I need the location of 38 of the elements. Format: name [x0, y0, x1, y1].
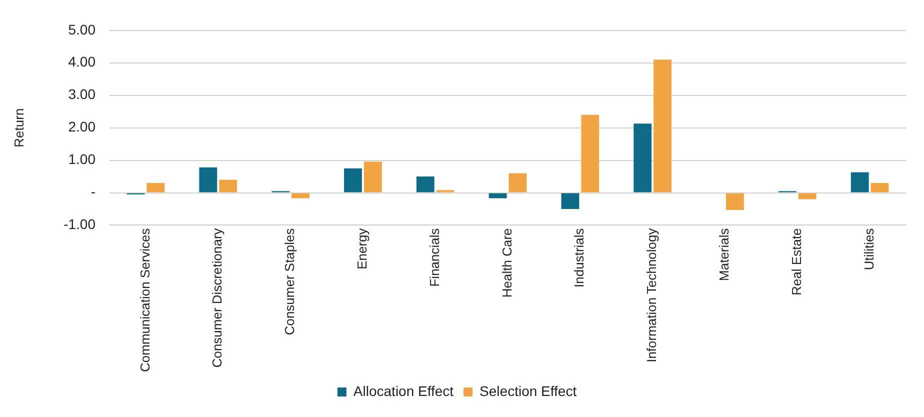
- y-tick-label: 2.00: [68, 118, 96, 135]
- x-tick-label: Materials: [716, 228, 732, 281]
- bar: [344, 168, 362, 192]
- bar: [199, 167, 218, 192]
- x-tick-label: Information Technology: [644, 228, 660, 362]
- y-tick-label: 3.00: [68, 86, 96, 102]
- bar: [292, 193, 310, 198]
- x-tick-label: Consumer Discretionary: [210, 228, 225, 368]
- y-axis-title: Return: [11, 108, 26, 148]
- y-tick-label: -1.00: [64, 216, 96, 232]
- y-tick-label: 4.00: [68, 54, 96, 70]
- bar: [416, 176, 434, 192]
- y-tick-label: 1.00: [68, 151, 96, 168]
- bar: [726, 193, 744, 210]
- y-tick-label: -: [90, 184, 96, 200]
- bar: [654, 60, 672, 192]
- bar: [508, 173, 527, 192]
- bar: [581, 114, 600, 192]
- bar: [850, 172, 869, 192]
- bar: [561, 193, 580, 209]
- bar: [364, 162, 382, 192]
- x-tick-label: Health Care: [499, 228, 514, 298]
- legend-label: Allocation Effect: [353, 382, 454, 399]
- x-tick-label: Consumer Staples: [282, 228, 298, 336]
- bar: [146, 183, 165, 192]
- bar: [870, 183, 889, 192]
- x-tick-label: Real Estate: [788, 228, 804, 296]
- legend-label: Selection Effect: [480, 382, 577, 399]
- x-tick-label: Industrials: [572, 228, 587, 288]
- x-tick-label: Utilities: [861, 228, 876, 270]
- x-tick-label: Energy: [354, 228, 370, 270]
- bar: [488, 193, 507, 198]
- bar: [219, 180, 238, 192]
- bar: [634, 124, 652, 192]
- x-tick-label: Communication Services: [137, 228, 152, 372]
- x-tick-label: Financials: [426, 228, 442, 287]
- bar: [798, 193, 816, 200]
- y-tick-label: 5.00: [68, 21, 96, 38]
